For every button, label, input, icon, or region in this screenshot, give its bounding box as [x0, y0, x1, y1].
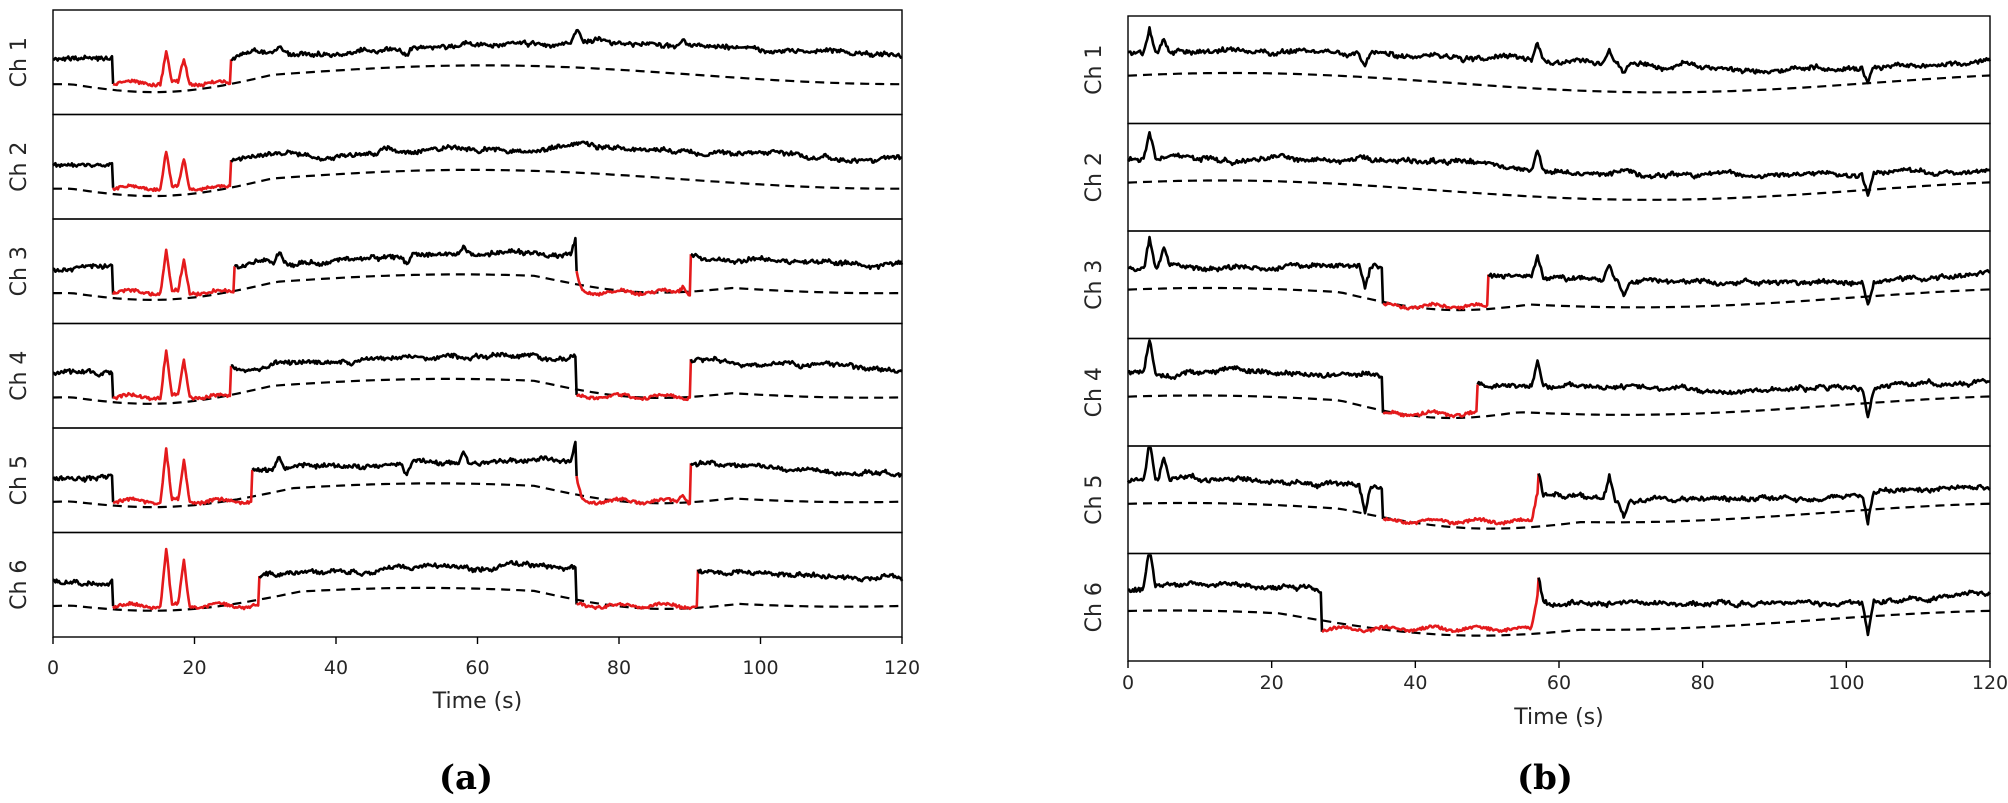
highlighted-segment [112, 49, 233, 88]
signal-trace [258, 559, 578, 605]
signal-trace [52, 367, 115, 399]
panel-a: Ch 1 Ch 2 Ch 3 Ch 4 Ch 5 Ch 6 0 20 40 60 80 100 120 T… [7, 9, 920, 714]
signal-trace [1476, 359, 1991, 419]
highlighted-segment [111, 150, 233, 193]
baseline-trace [52, 586, 903, 612]
channel-label: Ch 3 [1082, 260, 1107, 310]
highlighted-segment [575, 463, 693, 506]
signal-trace [1537, 577, 1992, 637]
signal-trace [233, 236, 578, 272]
panel-b: Ch 1 Ch 2 Ch 3 Ch 4 Ch 5 Ch 6 0 20 40 60 80 100 120 T… [1082, 15, 2008, 730]
baseline-trace [53, 168, 902, 198]
signal-trace [52, 473, 115, 503]
x-tick-label: 20 [1260, 672, 1284, 694]
x-tick-label: 120 [884, 657, 920, 679]
baseline-trace [1127, 71, 1991, 94]
highlighted-segment [575, 254, 693, 297]
baseline-trace [1127, 286, 1991, 312]
panel-b-label: (b) [1517, 758, 1573, 798]
signal-trace [251, 440, 578, 477]
signal-trace [52, 54, 115, 85]
channel-label: Ch 1 [7, 37, 32, 87]
channel-label: Ch 5 [1082, 475, 1107, 525]
highlighted-segment [1382, 384, 1479, 419]
highlighted-segment [1321, 577, 1540, 634]
channel-label: Ch 2 [7, 142, 32, 192]
baseline-trace [1127, 394, 1991, 420]
x-tick-label: 60 [465, 657, 489, 679]
signal-trace [1127, 235, 1385, 304]
highlighted-segment [112, 447, 254, 506]
highlighted-segment [576, 569, 700, 611]
baseline-trace [1127, 501, 1991, 530]
channel-axes [1127, 552, 1991, 662]
signal-trace [1537, 473, 1991, 526]
channel-axes [52, 113, 903, 220]
channel-label: Ch 4 [7, 351, 32, 401]
signal-trace [230, 28, 903, 62]
x-tick-label: 100 [1828, 672, 1864, 694]
channel-label: Ch 3 [7, 246, 32, 296]
x-axis-label: Time (s) [432, 689, 522, 714]
x-axis-label: Time (s) [1513, 705, 1603, 730]
channel-label: Ch 1 [1082, 45, 1107, 95]
channel-axes [52, 218, 903, 325]
baseline-trace [53, 273, 902, 302]
x-tick-label: 40 [1403, 672, 1427, 694]
highlighted-segment [112, 349, 233, 402]
x-tick-label: 40 [324, 657, 348, 679]
channel-label: Ch 5 [7, 455, 32, 505]
baseline-trace [53, 64, 902, 94]
signal-trace [230, 140, 903, 164]
x-tick-label: 20 [182, 657, 206, 679]
channel-axes [1127, 337, 1991, 447]
highlighted-segment [111, 248, 236, 297]
channel-axes [1127, 230, 1991, 340]
signal-trace [1127, 131, 1991, 197]
signal-trace [689, 459, 903, 478]
signal-trace [696, 568, 904, 583]
baseline-trace [1127, 609, 1991, 637]
x-tick-label: 0 [1122, 672, 1134, 694]
x-tick-label: 120 [1972, 672, 2008, 694]
signal-trace [689, 355, 903, 374]
baseline-trace [52, 377, 903, 405]
signal-trace [52, 263, 115, 295]
signal-trace [1126, 446, 1385, 519]
baseline-trace [1127, 179, 1991, 201]
channel-label: Ch 4 [1082, 367, 1107, 417]
channel-label: Ch 2 [1082, 152, 1107, 202]
signal-trace [230, 351, 578, 395]
signal-trace [690, 252, 904, 271]
highlighted-segment [112, 547, 261, 611]
channel-axes [1127, 122, 1991, 232]
signal-trace [52, 578, 115, 607]
x-tick-label: 0 [47, 657, 59, 679]
baseline-trace [52, 482, 903, 509]
signal-trace [1487, 254, 1991, 306]
channel-axes [1127, 445, 1991, 555]
highlighted-segment [1382, 473, 1540, 526]
highlighted-segment [575, 359, 693, 402]
x-tick-label: 60 [1547, 672, 1571, 694]
signal-trace [1127, 339, 1385, 413]
x-tick-label: 100 [742, 657, 778, 679]
channel-axes [52, 9, 903, 116]
signal-trace [1127, 554, 1324, 632]
x-tick-label: 80 [1691, 672, 1715, 694]
channel-label: Ch 6 [1082, 582, 1107, 632]
panel-a-label: (a) [439, 758, 493, 798]
signal-trace [1127, 25, 1992, 85]
channel-label: Ch 6 [7, 560, 32, 610]
x-tick-label: 80 [607, 657, 631, 679]
signal-trace [52, 161, 115, 188]
highlighted-segment [1382, 274, 1490, 311]
